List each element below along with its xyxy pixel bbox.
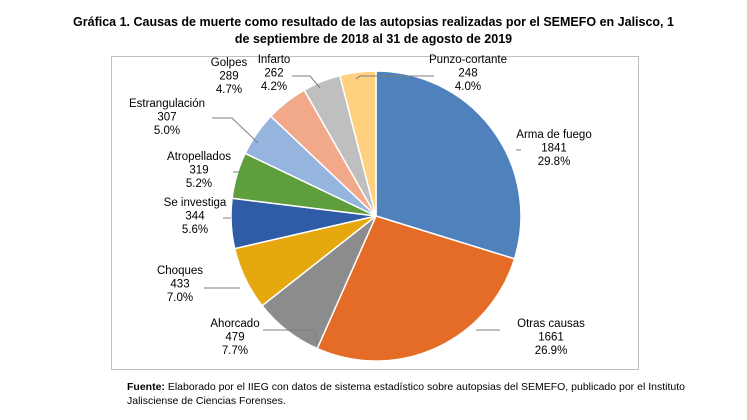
pie-slice-otras-causas bbox=[316, 215, 516, 362]
data-label-name: Atropellados bbox=[167, 151, 231, 163]
data-label: Otras causas 1661 26.9% bbox=[517, 318, 585, 357]
leader-line-8 bbox=[292, 75, 321, 89]
leader-line-2 bbox=[263, 329, 318, 345]
data-label: Infarto 262 4.2% bbox=[258, 54, 291, 93]
data-label-percent: 4.0% bbox=[455, 81, 481, 93]
chart-title-line-2: de septiembre de 2018 al 31 de agosto de… bbox=[234, 32, 513, 46]
data-labels: Arma de fuego 1841 29.8%Otras causas 1661 26… bbox=[129, 54, 592, 357]
data-label-name: Estrangulación bbox=[129, 98, 205, 110]
data-label-value: 248 bbox=[458, 68, 477, 80]
data-label-percent: 5.2% bbox=[186, 178, 212, 190]
chart-frame bbox=[111, 56, 639, 370]
data-label-percent: 7.7% bbox=[222, 345, 248, 357]
data-label: Estrangulación 307 5.0% bbox=[129, 98, 205, 137]
data-label-value: 1661 bbox=[538, 332, 564, 344]
data-label: Ahorcado 479 7.7% bbox=[210, 318, 259, 357]
leader-lines bbox=[204, 75, 521, 345]
pie-slice-arma-de-fuego bbox=[375, 70, 522, 260]
data-label-percent: 26.9% bbox=[535, 345, 568, 357]
data-label: Choques 433 7.0% bbox=[157, 265, 203, 304]
data-label-name: Choques bbox=[157, 265, 203, 277]
chart-title: Gráfica 1. Causas de muerte como resulta… bbox=[0, 14, 747, 48]
data-label-name: Ahorcado bbox=[210, 318, 259, 330]
data-label-value: 289 bbox=[219, 71, 238, 83]
data-label: Se investiga 344 5.6% bbox=[164, 197, 227, 236]
data-label-value: 262 bbox=[264, 68, 283, 80]
data-label-percent: 29.8% bbox=[538, 156, 571, 168]
data-label-percent: 7.0% bbox=[167, 292, 193, 304]
pie-slice-punzo-cortante bbox=[338, 70, 377, 217]
data-label-name: Golpes bbox=[211, 57, 248, 69]
data-label-value: 344 bbox=[185, 211, 205, 223]
data-label-percent: 5.0% bbox=[154, 125, 180, 137]
data-label-percent: 5.6% bbox=[182, 224, 208, 236]
data-label-name: Se investiga bbox=[164, 197, 227, 209]
data-label: Atropellados 319 5.2% bbox=[167, 151, 231, 190]
data-label-value: 433 bbox=[170, 279, 189, 291]
data-label-name: Otras causas bbox=[517, 318, 585, 330]
data-label-name: Punzo-cortante bbox=[429, 54, 507, 66]
data-label-name: Infarto bbox=[258, 54, 291, 66]
source-note: Fuente: Elaborado por el IIEG con datos … bbox=[127, 380, 707, 408]
pie-slices bbox=[230, 70, 522, 362]
leader-line-9 bbox=[355, 75, 434, 80]
source-text: Elaborado por el IIEG con datos de siste… bbox=[127, 381, 685, 407]
data-label-value: 319 bbox=[189, 165, 208, 177]
data-label: Punzo-cortante 248 4.0% bbox=[429, 54, 507, 93]
data-label: Golpes 289 4.7% bbox=[211, 57, 248, 96]
leader-line-6 bbox=[212, 117, 259, 144]
data-label-value: 1841 bbox=[541, 143, 567, 155]
data-label-value: 307 bbox=[157, 112, 176, 124]
data-label-name: Arma de fuego bbox=[516, 129, 591, 141]
data-label-percent: 4.7% bbox=[216, 84, 242, 96]
data-label-percent: 4.2% bbox=[261, 81, 287, 93]
data-label-value: 479 bbox=[225, 332, 244, 344]
chart-title-line-1: Gráfica 1. Causas de muerte como resulta… bbox=[73, 15, 674, 29]
data-label: Arma de fuego 1841 29.8% bbox=[516, 129, 591, 168]
source-label: Fuente: bbox=[127, 381, 165, 393]
